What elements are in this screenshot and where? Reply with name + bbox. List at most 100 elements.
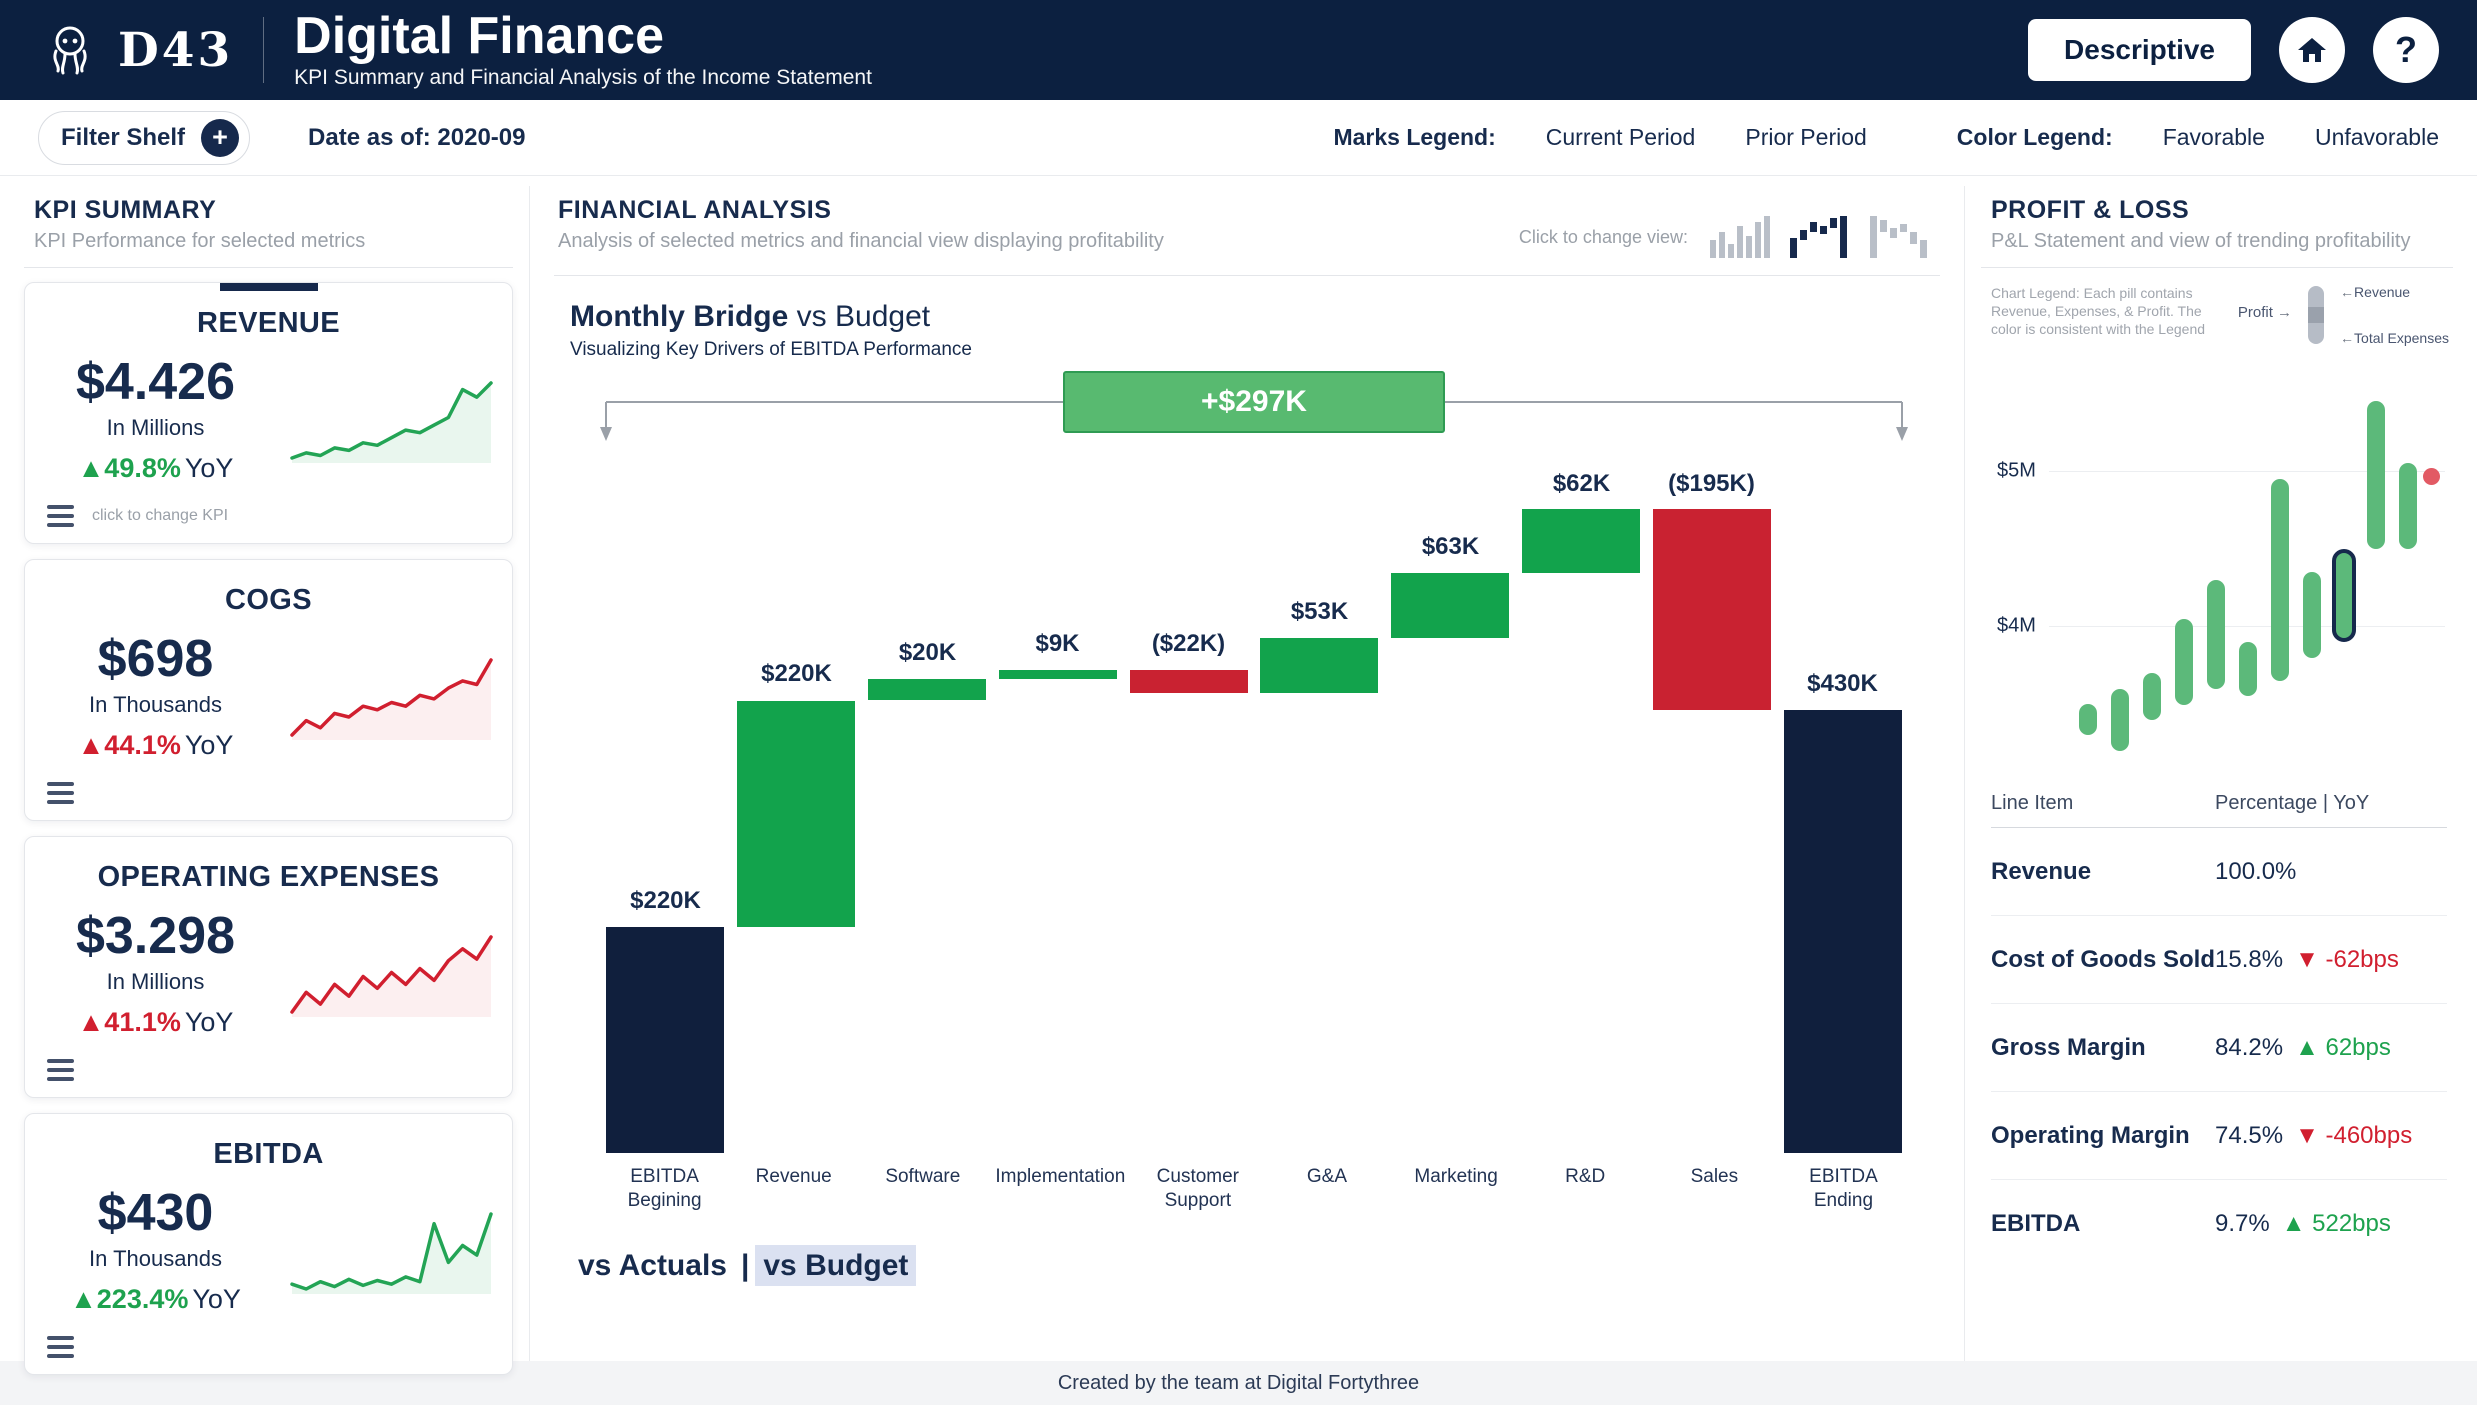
- yoy-delta: ▲ 522bps: [2281, 1210, 2391, 1237]
- octopus-logo-icon: [53, 26, 87, 75]
- app-header: D43 Digital Finance KPI Summary and Fina…: [0, 0, 2477, 100]
- kpi-menu-icon[interactable]: [45, 780, 76, 806]
- filter-shelf[interactable]: Filter Shelf +: [38, 110, 251, 165]
- comparison-toggle: vs Actuals | vs Budget: [570, 1244, 1940, 1286]
- kpi-yoy-label: YoY: [184, 730, 234, 760]
- title-block: Digital Finance KPI Summary and Financia…: [294, 9, 872, 90]
- table-row-operating-margin: Operating Margin 74.5% ▼ -460bps: [1991, 1092, 2447, 1180]
- help-button[interactable]: ?: [2373, 17, 2439, 83]
- waterfall-category-label: R&D: [1565, 1166, 1606, 1187]
- view-option-column-chart[interactable]: [1706, 212, 1776, 263]
- kpi-name: REVENUE: [197, 307, 340, 339]
- view-option-variance-chart[interactable]: [1866, 212, 1936, 263]
- table-row-cogs: Cost of Goods Sold 15.8% ▼ -62bps: [1991, 916, 2447, 1004]
- outlier-dot[interactable]: [2423, 468, 2440, 485]
- pl-pill-4[interactable]: [2207, 580, 2225, 689]
- financial-panel-title: FINANCIAL ANALYSIS: [558, 196, 832, 224]
- waterfall-value-label: $220K: [630, 887, 701, 914]
- kpi-name: OPERATING EXPENSES: [97, 861, 440, 893]
- legend-prior-period: Prior Period: [1717, 124, 1866, 151]
- pl-pill-1[interactable]: [2111, 689, 2129, 751]
- kpi-menu-icon[interactable]: [45, 1057, 76, 1083]
- table-row-revenue: Revenue 100.0%: [1991, 828, 2447, 916]
- pl-pill-0[interactable]: [2079, 704, 2097, 735]
- app-subtitle: KPI Summary and Financial Analysis of th…: [294, 66, 872, 90]
- brand-name: D43: [118, 22, 234, 78]
- pill-end-labels: ←Revenue ←Total Expenses: [2340, 284, 2449, 346]
- waterfall-bar-marketing[interactable]: [1391, 573, 1509, 638]
- pl-panel-header: PROFIT & LOSS P&L Statement and view of …: [1981, 186, 2453, 268]
- kpi-panel-title: KPI SUMMARY: [34, 196, 217, 224]
- waterfall-value-label: $220K: [761, 660, 832, 687]
- kpi-delta-value: ▲41.1%: [77, 1007, 181, 1037]
- waterfall-category-label: Software: [885, 1166, 961, 1187]
- content: KPI SUMMARY KPI Performance for selected…: [0, 176, 2477, 1375]
- ebitda-sparkline: [290, 1211, 493, 1294]
- financial-panel-subtitle: Analysis of selected metrics and financi…: [558, 230, 1164, 252]
- kpi-card-list: REVENUE $4.426 In Millions ▲49.8% YoY cli…: [24, 282, 513, 1375]
- y-axis-tick: $5M: [1997, 459, 2036, 482]
- expenses-end-label: ←Total Expenses: [2340, 330, 2449, 346]
- bridge-total-badge: +$297K: [1063, 371, 1445, 433]
- kpi-card-operating-expenses[interactable]: OPERATING EXPENSES $3.298 In Millions ▲4…: [24, 836, 513, 1098]
- pl-pill-8-highlighted[interactable]: [2332, 549, 2356, 642]
- home-icon: [2298, 38, 2326, 62]
- favorable-dot: [2135, 129, 2153, 147]
- pl-chart-legend: Chart Legend: Each pill contains Revenue…: [1991, 284, 2449, 346]
- kpi-card-ebitda[interactable]: EBITDA $430 In Thousands ▲223.4% YoY: [24, 1113, 513, 1375]
- waterfall-value-label: $20K: [898, 639, 957, 666]
- waterfall-bar-software[interactable]: [868, 679, 986, 700]
- home-button[interactable]: [2279, 17, 2345, 83]
- kpi-card-revenue[interactable]: REVENUE $4.426 In Millions ▲49.8% YoY cli…: [24, 282, 513, 544]
- pl-panel-title: PROFIT & LOSS: [1991, 196, 2190, 224]
- profit-loss-panel: PROFIT & LOSS P&L Statement and view of …: [1965, 186, 2453, 1361]
- table-row-gross-margin: Gross Margin 84.2% ▲ 62bps: [1991, 1004, 2447, 1092]
- add-filter-icon[interactable]: +: [201, 118, 240, 157]
- revenue-sparkline: [290, 380, 493, 463]
- view-switcher: Click to change view:: [1519, 212, 1936, 263]
- pl-pill-5[interactable]: [2239, 642, 2257, 696]
- kpi-menu-icon[interactable]: [45, 1334, 76, 1360]
- table-row-ebitda: EBITDA 9.7% ▲ 522bps: [1991, 1210, 2391, 1237]
- waterfall-category-label: EBITDA Begining: [627, 1166, 702, 1211]
- kpi-name: COGS: [225, 584, 312, 616]
- kpi-delta: ▲44.1% YoY: [43, 730, 268, 761]
- pl-pill-7[interactable]: [2303, 572, 2321, 658]
- pl-pill-2[interactable]: [2143, 673, 2161, 720]
- waterfall-bar-revenue[interactable]: [737, 701, 855, 927]
- waterfall-bar-g-a[interactable]: [1260, 638, 1378, 693]
- kpi-metrics: $430 In Thousands ▲223.4% YoY: [43, 1183, 268, 1315]
- waterfall-bar-customer-support[interactable]: [1130, 670, 1248, 693]
- pl-pill-3[interactable]: [2175, 619, 2193, 705]
- waterfall-bar-implementation[interactable]: [999, 670, 1117, 679]
- kpi-menu-icon[interactable]: [45, 503, 76, 529]
- waterfall-value-label: $430K: [1807, 670, 1878, 697]
- waterfall-bar-ebitda-begining[interactable]: [606, 927, 724, 1153]
- kpi-delta: ▲41.1% YoY: [43, 1007, 268, 1038]
- descriptive-button[interactable]: Descriptive: [2028, 19, 2251, 81]
- toggle-vs-actuals[interactable]: vs Actuals: [578, 1248, 727, 1282]
- page-footer: Created by the team at Digital Fortythre…: [0, 1361, 2477, 1405]
- pl-pill-10[interactable]: [2399, 463, 2417, 549]
- kpi-card-cogs[interactable]: COGS $698 In Thousands ▲44.1% YoY: [24, 559, 513, 821]
- pl-pill-9[interactable]: [2367, 401, 2385, 549]
- kpi-metrics: $698 In Thousands ▲44.1% YoY: [43, 629, 268, 761]
- kpi-card-footer: [45, 1334, 76, 1360]
- pl-pill-6[interactable]: [2271, 479, 2289, 681]
- bridge-total-bracket: +$297K: [600, 369, 1908, 453]
- revenue-end-label: ←Revenue: [2340, 284, 2411, 300]
- view-option-waterfall-selected[interactable]: [1786, 212, 1856, 263]
- view-switch-hint: Click to change view:: [1518, 227, 1688, 247]
- kpi-value: $3.298: [75, 907, 236, 965]
- waterfall-category-label: G&A: [1306, 1166, 1348, 1187]
- filter-bar: Filter Shelf + Date as of: 2020-09 Marks…: [0, 100, 2477, 176]
- kpi-card-footer: [45, 780, 76, 806]
- waterfall-category-label: Revenue: [755, 1166, 832, 1187]
- waterfall-value-label: ($195K): [1668, 470, 1755, 497]
- kpi-delta-value: ▲49.8%: [77, 453, 181, 483]
- waterfall-bar-sales[interactable]: [1653, 509, 1771, 710]
- toggle-vs-budget[interactable]: vs Budget: [755, 1244, 917, 1286]
- waterfall-bar-ebitda-ending[interactable]: [1784, 710, 1902, 1153]
- waterfall-bar-r-d[interactable]: [1522, 509, 1640, 573]
- yoy-delta: ▲ 62bps: [2295, 1033, 2391, 1061]
